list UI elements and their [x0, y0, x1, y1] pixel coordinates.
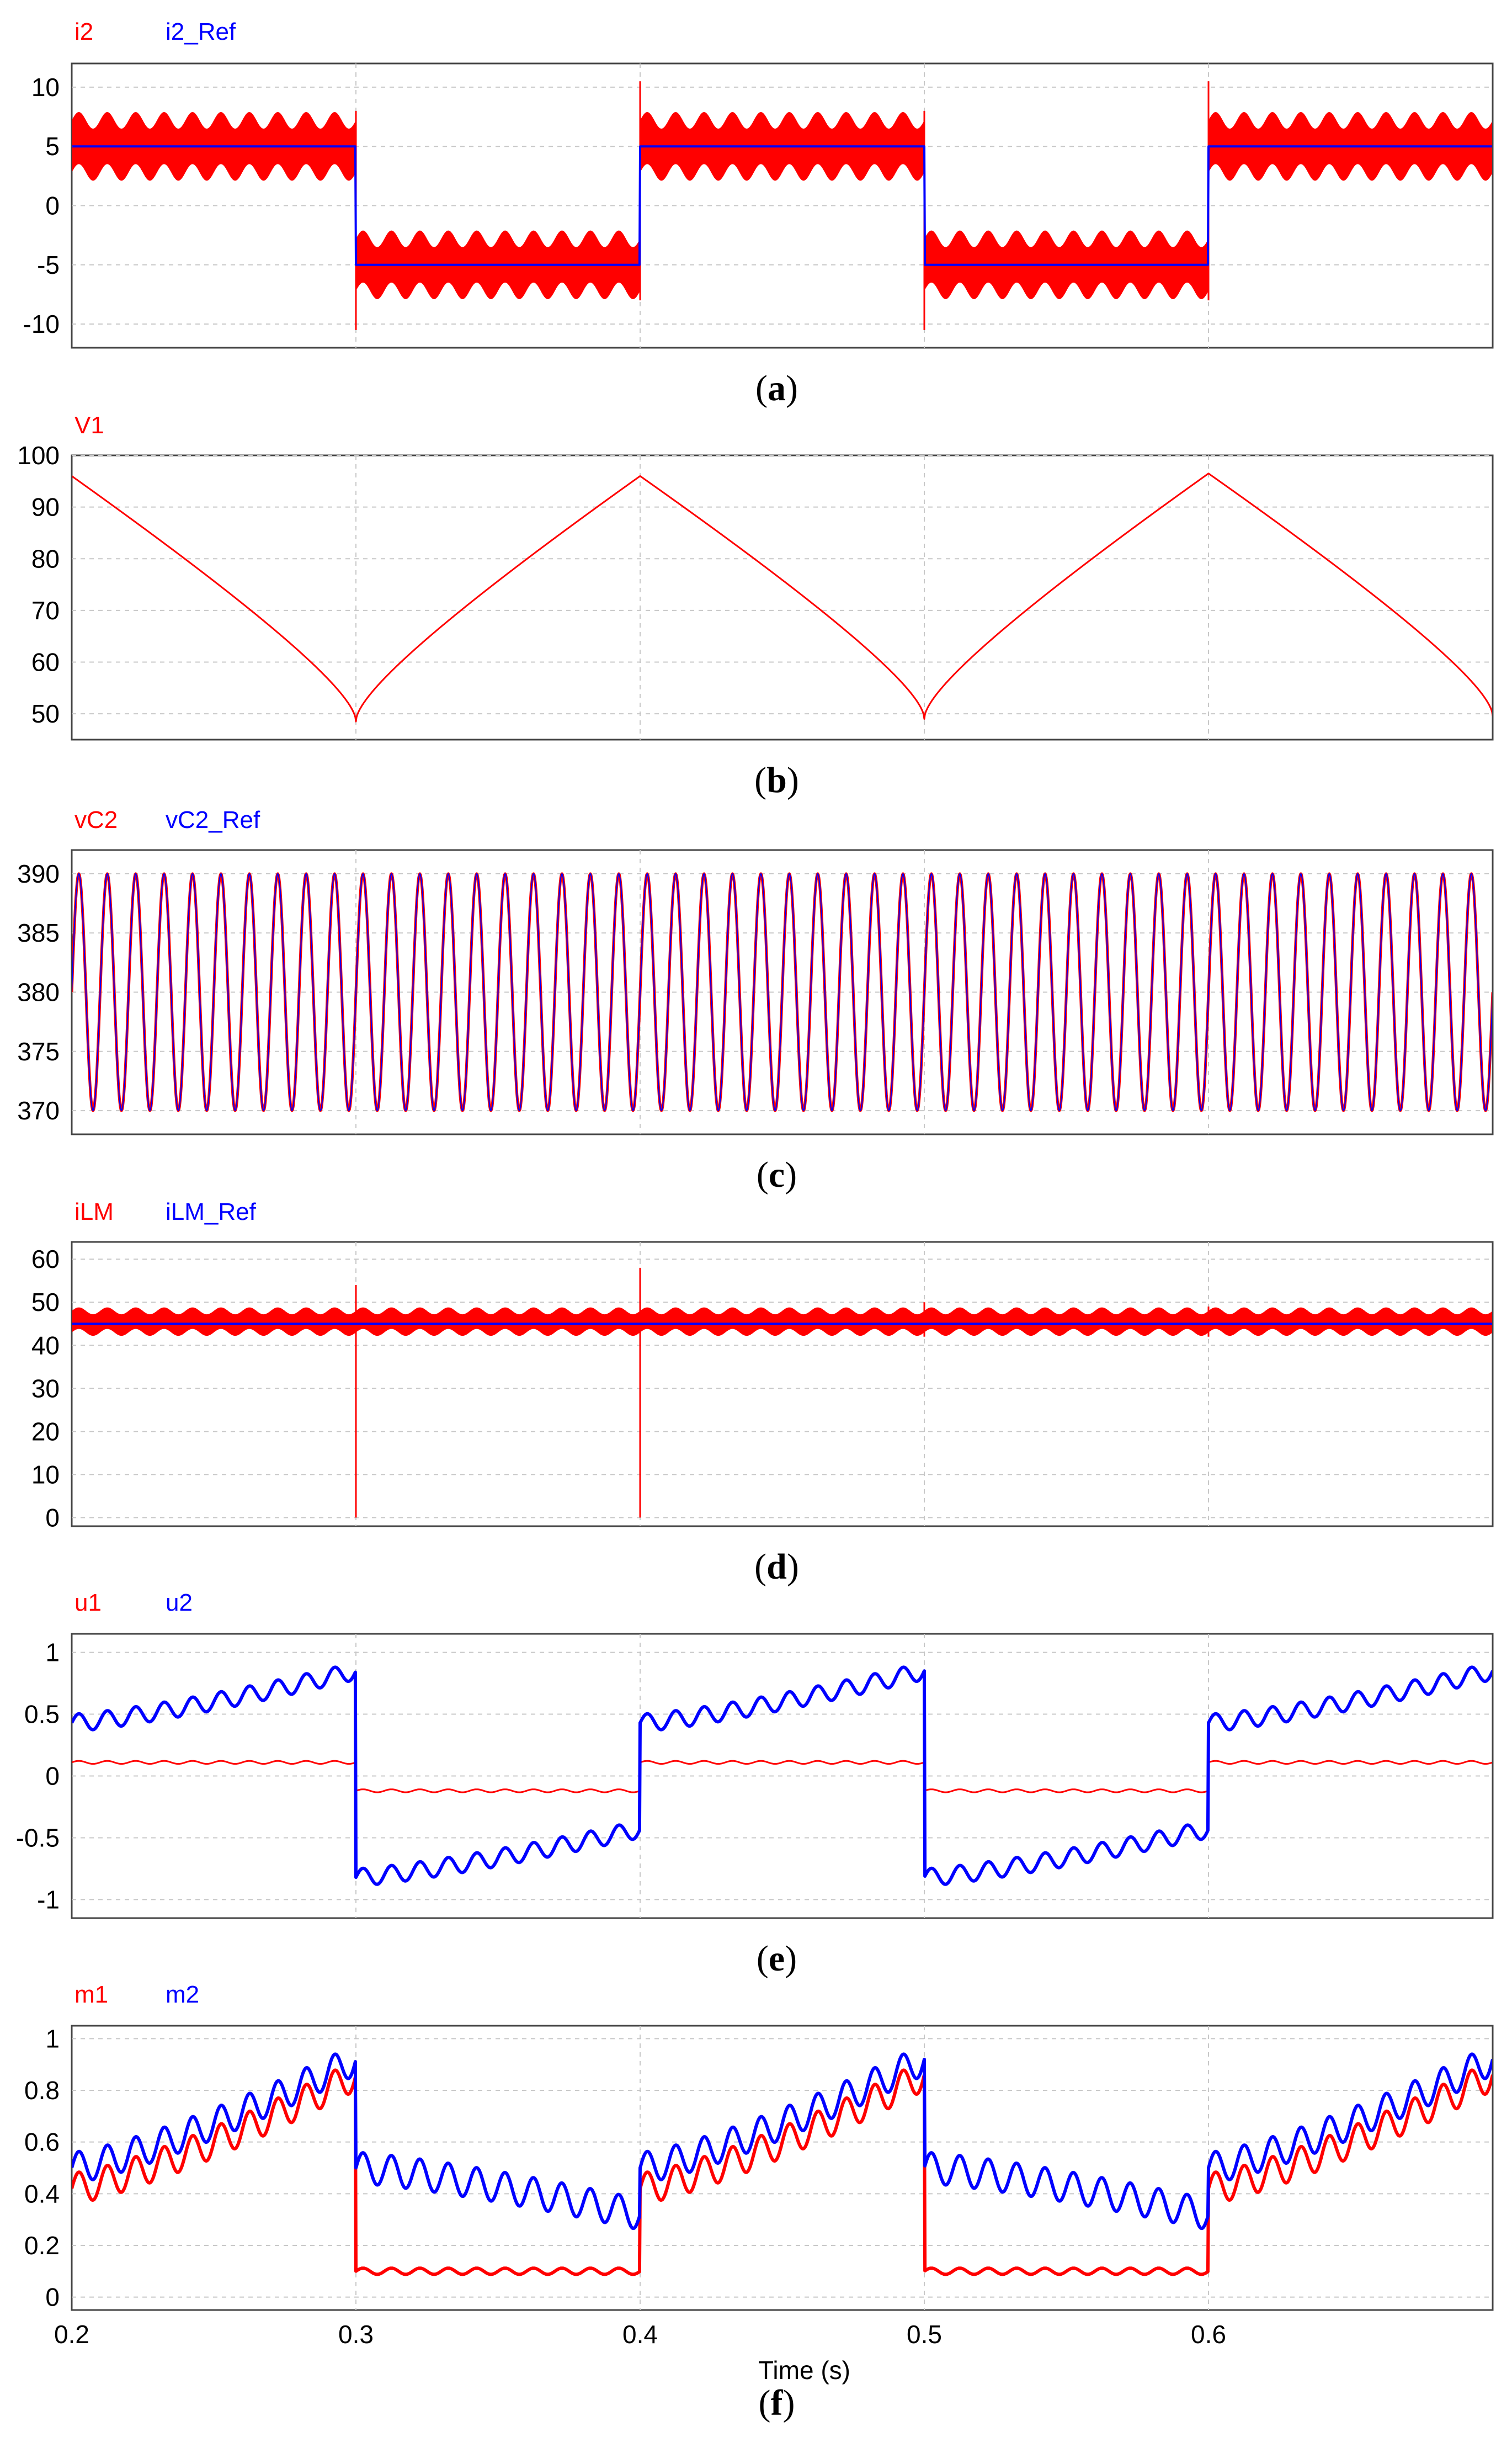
y-tick-label: -0.5 — [16, 1823, 60, 1852]
panel-caption: (e) — [757, 1939, 797, 1979]
plot-frame — [71, 1241, 1494, 1527]
y-tick-label: 1 — [45, 1638, 60, 1667]
traces — [72, 81, 1492, 330]
y-tick-label: 80 — [31, 544, 60, 573]
y-tick-label: -10 — [23, 310, 60, 338]
y-tick-label: -1 — [37, 1885, 60, 1914]
panel-c: 390 385 380 375 370 vC2 vC2_Ref (c) — [17, 806, 1494, 1195]
series-iLM-band — [72, 1307, 1492, 1336]
panel-caption: (c) — [757, 1155, 797, 1195]
panel-caption: (a) — [755, 368, 798, 408]
y-tick-label: 0.5 — [24, 1700, 60, 1729]
y-tick-label: 90 — [31, 493, 60, 522]
x-tick-label: 0.3 — [338, 2320, 374, 2349]
panel-e: 1 0.5 0 -0.5 -1 u1 u2 (e) — [16, 1589, 1494, 1979]
traces — [72, 1665, 1492, 1886]
panel-b: 100 90 80 70 60 50 V1 (b) — [17, 412, 1494, 800]
series-vC2_Ref-line — [72, 873, 1492, 1112]
y-tick-label: 0.8 — [24, 2076, 60, 2105]
y-tick-label: 20 — [31, 1417, 60, 1446]
x-tick-label: 0.2 — [54, 2320, 89, 2349]
legend-entry-m2: m2 — [166, 1981, 199, 2008]
y-tick-label: 375 — [17, 1037, 60, 1066]
y-tick-label: 70 — [31, 596, 60, 625]
traces — [72, 2052, 1492, 2276]
series-u2-line — [72, 1665, 1492, 1886]
y-tick-label: 40 — [31, 1331, 60, 1360]
y-tick-label: 385 — [17, 918, 60, 947]
series-m1-line — [72, 2068, 1492, 2276]
y-tick-label: 50 — [31, 699, 60, 728]
x-axis-label: Time (s) — [758, 2356, 850, 2385]
series-i2_Ref-line — [72, 145, 1492, 266]
y-tick-label: -5 — [37, 251, 60, 279]
legend-entry-iLM_Ref: iLM_Ref — [166, 1198, 257, 1225]
legend-entry-i2: i2 — [74, 18, 93, 45]
plot-frame — [71, 454, 1494, 741]
y-tick-label: 50 — [31, 1288, 60, 1316]
y-tick-label: 0 — [45, 2283, 60, 2312]
panel-a: 10 5 0 -5 -10 i2 i2_Ref (a) — [23, 18, 1494, 408]
panel-caption: (f) — [759, 2383, 795, 2423]
y-tick-label: 100 — [17, 441, 60, 470]
series-m2-line — [72, 2052, 1492, 2231]
series-V1-line — [72, 472, 1492, 723]
legend-entry-iLM: iLM — [74, 1198, 114, 1225]
y-tick-label: 0 — [45, 1503, 60, 1532]
legend-entry-m1: m1 — [74, 1981, 108, 2008]
legend-entry-vC2: vC2 — [74, 806, 118, 833]
series-i2-band — [925, 120, 1208, 299]
series-u1-line — [72, 1760, 1492, 1793]
y-tick-label: 370 — [17, 1096, 60, 1125]
series-i2-band — [72, 112, 356, 291]
y-tick-label: 0 — [45, 192, 60, 220]
y-tick-label: 10 — [31, 1460, 60, 1489]
y-tick-label: 5 — [45, 132, 60, 161]
y-tick-label: 0.2 — [24, 2231, 60, 2260]
x-tick-label: 0.5 — [907, 2320, 942, 2349]
y-tick-label: 0.4 — [24, 2179, 60, 2208]
legend-entry-u2: u2 — [166, 1589, 193, 1616]
y-tick-label: 0.6 — [24, 2128, 60, 2157]
y-tick-label: 60 — [31, 1245, 60, 1273]
x-tick-label: 0.4 — [622, 2320, 658, 2349]
panel-d: 60 50 40 30 20 10 0 iLM iLM_Ref (d) — [31, 1198, 1494, 1587]
legend-entry-i2_Ref: i2_Ref — [166, 18, 236, 45]
legend-entry-u1: u1 — [74, 1589, 102, 1616]
traces — [72, 1267, 1492, 1518]
y-tick-label: 390 — [17, 859, 60, 888]
legend-entry-V1: V1 — [74, 412, 104, 439]
y-tick-label: 60 — [31, 648, 60, 677]
y-tick-label: 0 — [45, 1762, 60, 1791]
legend-entry-vC2_Ref: vC2_Ref — [166, 806, 260, 833]
traces — [72, 472, 1492, 723]
y-tick-label: 30 — [31, 1374, 60, 1403]
y-tick-label: 1 — [45, 2024, 60, 2053]
x-tick-label: 0.6 — [1191, 2320, 1226, 2349]
y-tick-label: 380 — [17, 978, 60, 1007]
y-tick-label: 10 — [31, 73, 60, 102]
panel-caption: (d) — [754, 1547, 799, 1587]
traces — [72, 872, 1492, 1112]
panel-caption: (b) — [754, 760, 799, 800]
panel-f: 1 0.8 0.6 0.4 0.2 0 0.2 0.3 0.4 0.5 0.6 Time (s) m1 m… — [24, 1981, 1494, 2423]
series-i2-band — [356, 120, 640, 299]
